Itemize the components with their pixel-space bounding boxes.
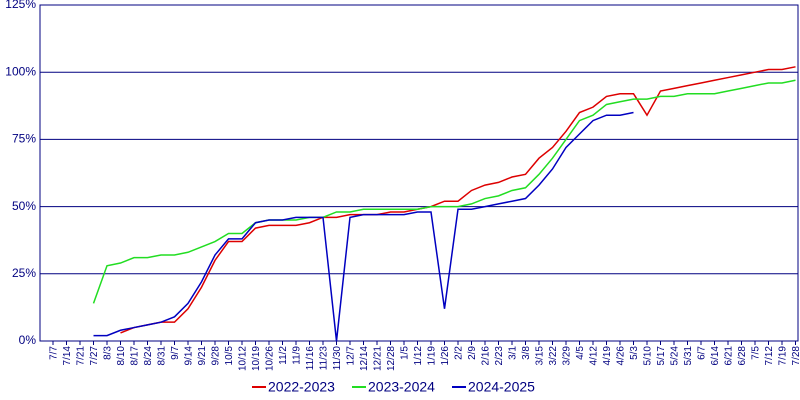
x-tick-label: 12/21 [373,346,384,371]
x-tick-label: 7/12 [764,346,775,366]
x-tick-label: 6/7 [697,346,708,360]
y-tick-label: 25% [12,266,36,280]
x-tick-label: 1/26 [440,346,451,366]
x-tick-label: 8/10 [116,346,127,366]
x-tick-label: 2/23 [494,346,505,366]
x-tick-label: 3/1 [508,346,519,360]
x-tick-label: 9/28 [211,346,222,366]
plot-area [39,4,799,342]
x-tick-label: 7/21 [76,346,87,366]
x-tick-label: 5/24 [670,346,681,366]
x-tick-label: 2/2 [454,346,465,360]
x-tick-label: 3/29 [562,346,573,366]
x-tick-label: 7/14 [62,346,73,366]
legend-label: 2024-2025 [468,379,535,395]
x-tick-label: 12/7 [346,346,357,366]
y-tick-label: 125% [5,0,36,11]
x-tick-label: 7/19 [778,346,789,366]
x-tick-label: 2/9 [467,346,478,360]
x-tick-label: 4/5 [575,346,586,360]
x-tick-label: 7/5 [751,346,762,360]
x-tick-label: 6/28 [737,346,748,366]
legend-label: 2022-2023 [268,379,335,395]
x-tick-label: 7/7 [49,346,60,360]
series-line [92,79,796,304]
x-tick-label: 11/30 [332,346,343,371]
x-tick-label: 8/17 [130,346,141,366]
x-tick-label: 3/8 [521,346,532,360]
x-tick-label: 4/12 [589,346,600,366]
y-tick-label: 50% [12,199,36,213]
x-tick-label: 5/31 [683,346,694,366]
x-tick-label: 5/17 [656,346,667,366]
x-tick-label: 10/12 [238,346,249,371]
x-tick-label: 7/28 [791,346,800,366]
x-tick-label: 7/27 [89,346,100,366]
x-tick-label: 8/3 [103,346,114,360]
x-tick-label: 4/19 [602,346,613,366]
x-tick-label: 4/26 [616,346,627,366]
x-tick-label: 9/14 [184,346,195,366]
x-tick-label: 1/19 [427,346,438,366]
x-tick-label: 5/3 [629,346,640,360]
x-tick-label: 12/28 [386,346,397,371]
x-tick-label: 1/12 [413,346,424,366]
series-line [120,66,796,334]
y-tick-label: 100% [5,64,36,78]
x-tick-label: 6/14 [710,346,721,366]
y-tick-label: 0% [19,333,37,347]
x-tick-label: 11/23 [319,346,330,371]
x-tick-label: 2/16 [481,346,492,366]
x-tick-label: 9/21 [197,346,208,366]
x-tick-label: 9/7 [170,346,181,360]
x-tick-label: 8/31 [157,346,168,366]
x-tick-label: 8/24 [143,346,154,366]
x-tick-label: 6/21 [724,346,735,366]
x-tick-label: 3/22 [548,346,559,366]
x-tick-label: 3/15 [535,346,546,366]
series-line [93,111,634,342]
x-tick-label: 10/5 [224,346,235,366]
x-tick-label: 10/19 [251,346,262,371]
y-tick-label: 75% [12,132,36,146]
x-tick-label: 5/10 [643,346,654,366]
x-tick-label: 12/14 [359,346,370,371]
x-tick-label: 10/26 [265,346,276,371]
legend-label: 2023-2024 [368,379,435,395]
x-tick-label: 11/2 [278,346,289,365]
x-tick-label: 1/5 [400,346,411,360]
x-tick-label: 11/16 [305,346,316,371]
x-tick-label: 11/9 [292,346,303,365]
